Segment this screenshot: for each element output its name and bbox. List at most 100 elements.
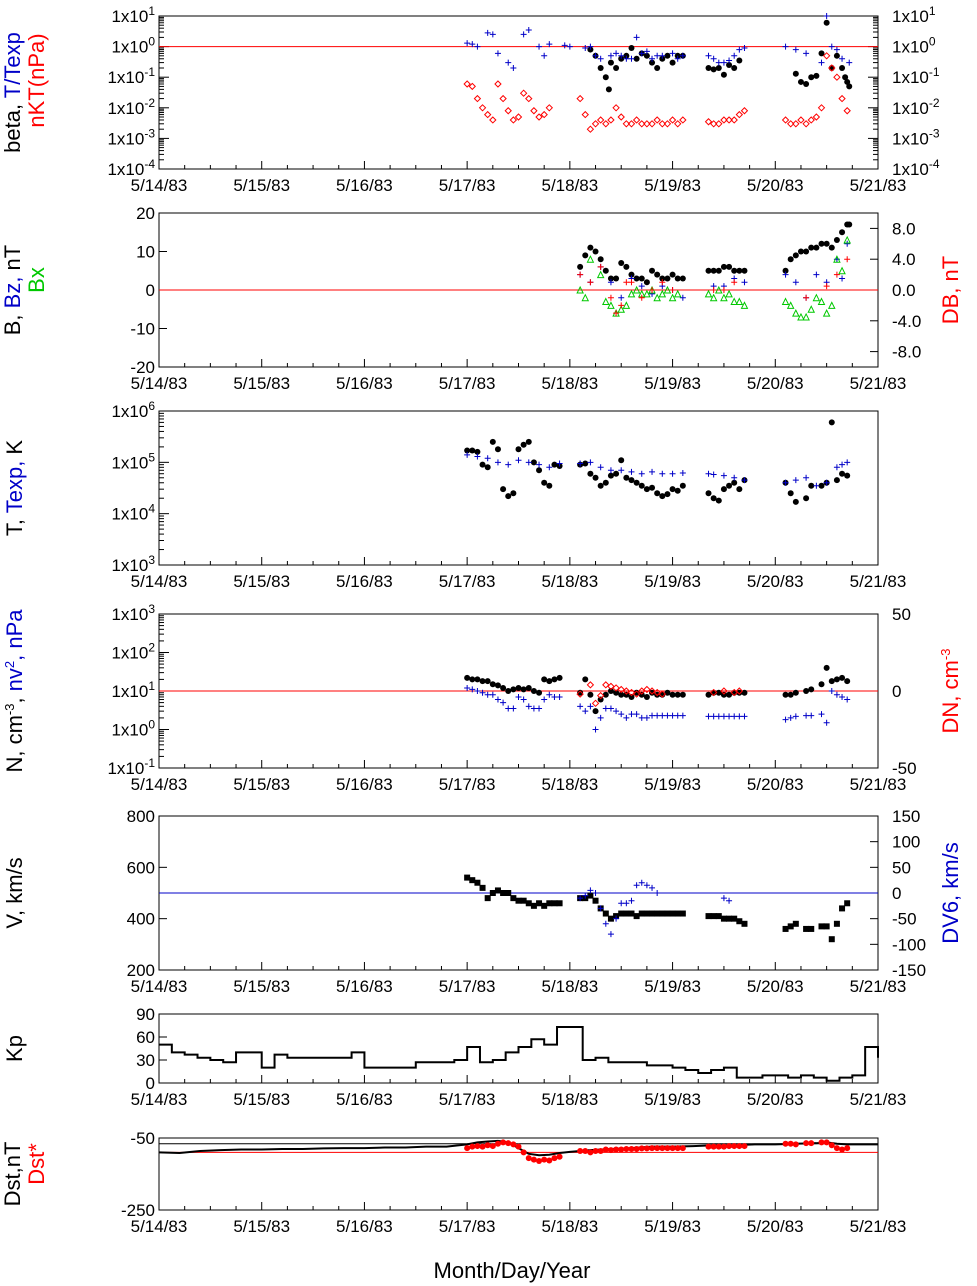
data-point xyxy=(833,46,840,53)
data-point xyxy=(505,1140,512,1147)
data-point xyxy=(541,676,548,683)
beta-x-tick-label: 5/14/83 xyxy=(131,176,188,195)
data-point xyxy=(613,689,620,696)
data-point xyxy=(664,689,671,696)
panel-V: 5/14/83 5/15/83 5/16/83 5/17/83 5/18/83 5/19/… xyxy=(2,807,963,996)
data-point xyxy=(726,62,733,69)
data-point xyxy=(664,52,671,59)
data-point xyxy=(715,689,722,696)
data-point xyxy=(597,464,604,471)
data-point xyxy=(833,73,841,81)
data-point xyxy=(808,925,815,932)
data-point xyxy=(628,279,635,286)
data-point xyxy=(607,294,614,301)
data-point xyxy=(479,884,486,891)
data-point xyxy=(638,283,645,290)
data-point xyxy=(731,1143,738,1150)
data-point xyxy=(844,900,851,907)
y-tick-label-right: 1x10-4 xyxy=(892,157,940,179)
T-x-tick-label: 5/18/83 xyxy=(541,572,598,591)
data-point xyxy=(705,52,712,59)
data-point xyxy=(525,900,532,907)
data-point xyxy=(469,447,476,454)
data-point xyxy=(597,256,604,263)
y-tick-label: 400 xyxy=(127,910,155,929)
data-point xyxy=(618,910,625,917)
data-point xyxy=(731,64,738,71)
data-point xyxy=(617,685,625,694)
y-tick-label: 1x103 xyxy=(111,602,155,624)
data-point xyxy=(653,293,661,302)
data-point xyxy=(484,895,491,902)
data-point xyxy=(597,714,604,721)
data-point xyxy=(649,712,656,719)
data-point xyxy=(654,712,661,719)
data-point xyxy=(654,910,661,917)
data-point xyxy=(546,691,553,698)
data-point xyxy=(525,94,533,103)
data-point xyxy=(720,713,727,720)
panel-Dst: 5/14/83 5/15/83 5/16/83 5/17/83 5/18/83 5/19/… xyxy=(0,1129,906,1236)
y-axis-label-2: Dst* xyxy=(24,1143,49,1185)
data-point xyxy=(494,50,501,57)
data-point xyxy=(720,116,728,124)
data-point xyxy=(792,920,799,927)
data-point xyxy=(607,931,614,938)
y2-tick-label: -50 xyxy=(892,910,917,929)
Dst-x-tick-label: 5/17/83 xyxy=(439,1217,496,1236)
data-point xyxy=(607,688,614,694)
y-tick-label-right: 1x10-2 xyxy=(892,96,940,118)
data-point xyxy=(715,267,722,274)
data-point xyxy=(792,713,799,720)
data-point xyxy=(803,474,810,481)
data-point xyxy=(628,1145,635,1152)
data-point xyxy=(813,244,820,251)
data-point xyxy=(551,1155,558,1162)
data-point xyxy=(464,684,471,691)
data-point xyxy=(602,910,609,917)
data-point xyxy=(478,104,487,112)
Kp-x-tick-label: 5/21/83 xyxy=(850,1090,907,1109)
data-point xyxy=(679,275,686,282)
data-point xyxy=(551,461,558,468)
data-point xyxy=(618,691,625,698)
data-point xyxy=(515,693,522,700)
data-point xyxy=(823,13,830,19)
data-point xyxy=(643,486,650,493)
T-x-tick-label: 5/16/83 xyxy=(336,572,393,591)
data-point xyxy=(792,279,799,286)
panel-B: 5/14/83 5/15/83 5/16/83 5/17/83 5/18/83 5/19/… xyxy=(0,204,963,393)
data-point xyxy=(464,447,471,454)
data-point xyxy=(605,86,612,93)
y-tick-label: 1x101 xyxy=(111,4,155,26)
data-point xyxy=(720,293,728,302)
data-point xyxy=(803,1140,810,1147)
data-point xyxy=(556,460,563,467)
data-point xyxy=(823,923,830,930)
data-point xyxy=(839,693,846,700)
panels: 5/14/83 5/15/83 5/16/83 5/17/83 5/18/83 5/19/… xyxy=(0,4,963,1236)
series-t xyxy=(464,419,851,505)
data-point xyxy=(561,42,568,49)
data-point xyxy=(587,892,594,899)
data-point xyxy=(577,1147,584,1154)
data-point xyxy=(607,467,614,474)
N-x-tick-label: 5/19/83 xyxy=(644,775,701,794)
beta-x-tick-label: 5/19/83 xyxy=(644,176,701,195)
data-point xyxy=(525,459,532,466)
data-point xyxy=(618,302,625,309)
y2-tick-label: -8.0 xyxy=(892,343,921,362)
data-point xyxy=(463,80,471,88)
data-point xyxy=(674,910,681,917)
T-x-tick-label: 5/21/83 xyxy=(850,572,907,591)
data-point xyxy=(623,263,630,270)
data-point xyxy=(668,116,677,124)
data-point xyxy=(710,1143,717,1150)
data-point xyxy=(638,275,645,282)
data-point xyxy=(510,490,517,497)
data-point xyxy=(483,110,492,119)
data-point xyxy=(509,116,518,124)
data-point xyxy=(731,279,738,286)
data-point xyxy=(674,1145,681,1152)
y-tick-label: 200 xyxy=(127,961,155,980)
